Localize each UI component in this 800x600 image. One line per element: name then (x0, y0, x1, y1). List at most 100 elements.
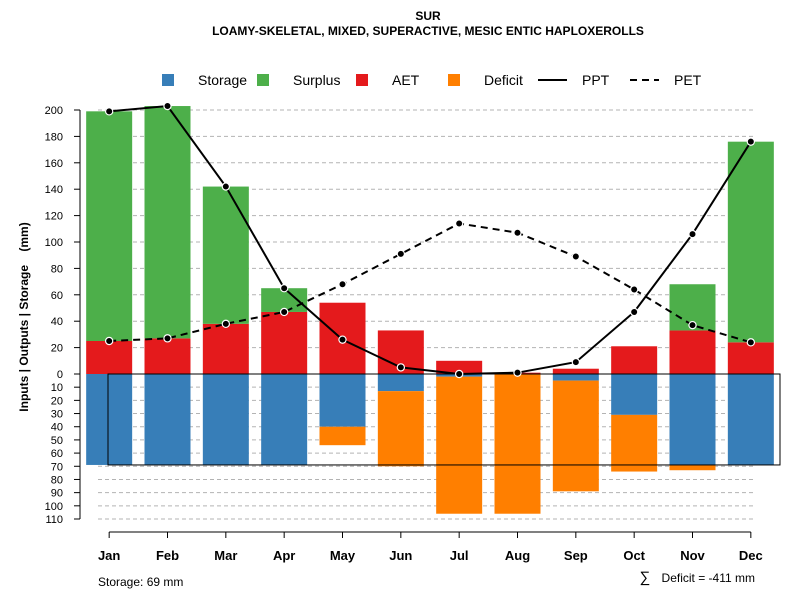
y-tick-label: 60 (51, 448, 63, 460)
y-tick-label: 180 (45, 131, 63, 143)
x-tick-label: Sep (564, 548, 588, 563)
pet-point (688, 320, 697, 330)
pet-point (221, 319, 231, 329)
y-tick-label: 70 (51, 461, 63, 473)
ppt-point (396, 363, 406, 372)
storage-bar (202, 374, 249, 465)
ppt-point (163, 101, 172, 111)
legend-swatch-storage (162, 74, 174, 86)
legend-swatch-aet (356, 74, 368, 86)
y-tick-label: 20 (51, 395, 63, 407)
aet-bar (261, 311, 308, 374)
x-tick-label: Jul (450, 548, 469, 563)
aet-bar (144, 338, 191, 374)
storage-footnote: Storage: 69 mm (98, 575, 183, 589)
y-tick-label: 120 (45, 211, 63, 223)
x-tick-label: Apr (273, 548, 295, 563)
pet-point (746, 338, 756, 347)
deficit-bar (319, 426, 366, 446)
y-tick-label: 40 (51, 422, 63, 434)
chart-subtitle: LOAMY-SKELETAL, MIXED, SUPERACTIVE, MESI… (212, 24, 644, 38)
ppt-point (571, 357, 581, 367)
deficit-bar (669, 464, 716, 471)
y-tick-label: 80 (51, 474, 63, 486)
y-tick-label: 40 (51, 316, 63, 328)
pet-point (104, 336, 114, 346)
deficit-bar (552, 380, 599, 492)
series-lines (104, 101, 756, 379)
surplus-bar (144, 106, 191, 339)
x-tick-label: Jan (98, 548, 120, 563)
legend-label-surplus: Surplus (293, 72, 340, 88)
surplus-bar (727, 141, 774, 343)
aet-bar (436, 360, 483, 374)
aet-bar (86, 341, 133, 374)
y-tick-label: 160 (45, 158, 63, 170)
storage-bar (86, 374, 133, 465)
legend-label-ppt: PPT (582, 72, 610, 88)
x-tick-label: Mar (214, 548, 237, 563)
pet-point (571, 252, 581, 261)
legend-label-storage: Storage (198, 72, 247, 88)
ppt-line (109, 104, 752, 376)
x-tick-label: Aug (505, 548, 530, 563)
legend-swatch-deficit (448, 74, 460, 86)
axes: 0204060801001201401601802001020304050607… (45, 105, 763, 563)
pet-point (513, 228, 522, 237)
storage-bar (261, 374, 308, 465)
y-tick-label: 0 (57, 369, 63, 381)
x-tick-label: Nov (680, 548, 705, 563)
ppt-point (221, 182, 231, 191)
deficit-bar (494, 374, 541, 514)
aet-bar (552, 368, 599, 374)
deficit-bar (436, 376, 483, 514)
y-tick-label: 100 (45, 237, 63, 249)
x-tick-label: Feb (156, 548, 179, 563)
storage-bar (552, 374, 599, 381)
pet-point (279, 307, 289, 317)
y-tick-label: 30 (51, 409, 63, 421)
ppt-point (513, 368, 522, 377)
storage-bar (377, 374, 424, 392)
ppt-point (104, 107, 114, 116)
ppt-point (279, 284, 289, 293)
y-tick-label: 60 (51, 290, 63, 302)
deficit-sum-symbol: ∑ (640, 569, 651, 586)
storage-bar (144, 374, 191, 465)
y-tick-label: 110 (45, 514, 63, 526)
deficit-bar (611, 414, 658, 472)
y-tick-label: 10 (51, 382, 63, 394)
pet-point (338, 280, 347, 289)
y-tick-label: 20 (51, 343, 63, 355)
pet-point (454, 219, 464, 228)
legend-label-aet: AET (392, 72, 420, 88)
legend-label-pet: PET (674, 72, 702, 88)
ppt-point (746, 137, 756, 146)
aet-bar (727, 342, 774, 374)
pet-point (396, 249, 406, 259)
ppt-point (629, 307, 639, 317)
pet-point (163, 334, 172, 343)
y-tick-label: 90 (51, 488, 63, 500)
storage-bar (727, 374, 774, 465)
legend-label-deficit: Deficit (484, 72, 523, 88)
y-tick-label: 200 (45, 105, 63, 117)
aet-bar (669, 330, 716, 374)
legend-swatch-surplus (257, 74, 269, 86)
chart-title: SUR (415, 9, 441, 23)
y-tick-label: 140 (45, 184, 63, 196)
surplus-bar (86, 111, 133, 341)
storage-bar (319, 374, 366, 427)
x-tick-label: Dec (739, 548, 763, 563)
x-tick-label: May (330, 548, 356, 563)
y-tick-label: 100 (45, 501, 63, 513)
legend: Storage Surplus AET Deficit PPT PET (162, 72, 702, 88)
surplus-bar (202, 186, 249, 324)
pet-line (109, 222, 752, 344)
deficit-bar (377, 391, 424, 467)
ppt-point (338, 335, 347, 344)
x-tick-label: Jun (389, 548, 412, 563)
ppt-point (688, 229, 697, 239)
y-axis-label: Inputs | Outputs | Storage (mm) (17, 222, 31, 411)
